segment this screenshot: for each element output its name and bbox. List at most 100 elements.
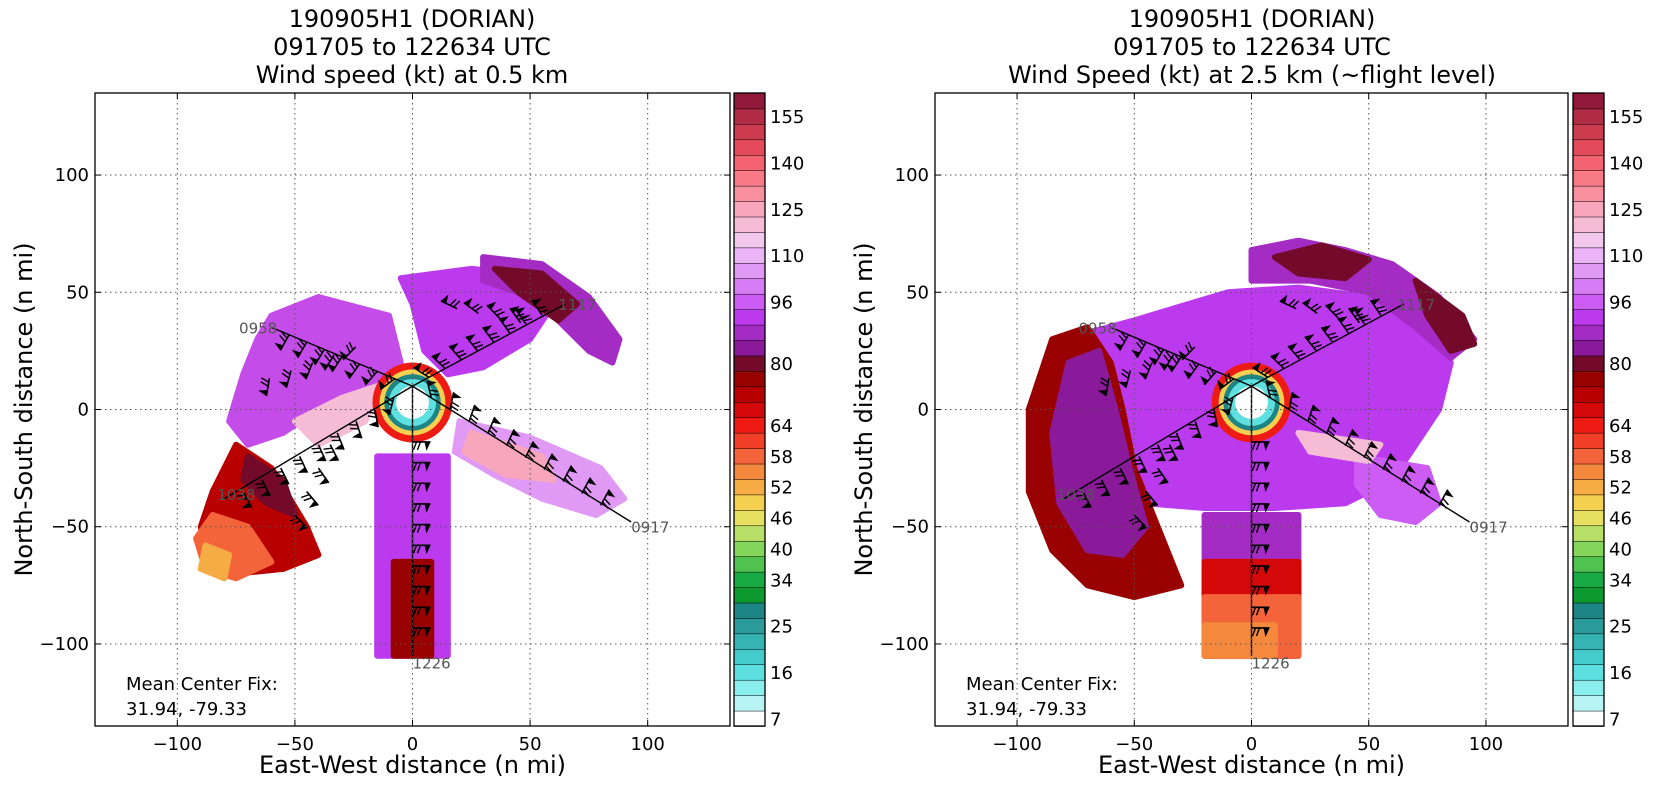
barb-feather: [1310, 341, 1320, 346]
colorbar-swatch: [733, 123, 766, 141]
wind-barb: [1400, 465, 1417, 485]
barb-staff: [265, 378, 271, 397]
barb-feather: [1142, 497, 1152, 502]
barb-feather: [1332, 308, 1341, 313]
barb-flag: [424, 462, 431, 472]
barb-feather: [1367, 450, 1374, 458]
barb-feather: [1308, 417, 1317, 425]
barb-feather: [1255, 441, 1261, 451]
wind-speed-shading: [1049, 347, 1149, 558]
barb-feather: [453, 300, 461, 308]
barb-feather: [303, 497, 313, 502]
barb-feather: [385, 375, 390, 384]
colorbar-swatch: [1572, 617, 1605, 635]
y-axis-label: North-South distance (n mi): [850, 242, 878, 576]
colorbar-swatch: [1572, 571, 1605, 588]
wind-barb: [514, 307, 533, 325]
colorbar-tick-label: 52: [770, 478, 793, 499]
barb-staff: [463, 302, 479, 315]
wind-barb: [378, 372, 396, 391]
barb-feather: [412, 503, 418, 513]
barb-feather: [311, 447, 321, 450]
x-tick-label: −100: [153, 734, 202, 755]
barb-feather: [274, 470, 283, 474]
barb-feather: [282, 368, 291, 375]
barb-feather: [412, 545, 418, 554]
barb-flag: [1325, 301, 1335, 310]
colorbar-swatch: [733, 525, 766, 542]
barb-feather: [345, 344, 351, 353]
barb-flag: [492, 417, 502, 425]
barb-feather: [1251, 565, 1257, 575]
colorbar-swatch: [733, 200, 766, 218]
barb-flag: [532, 298, 542, 306]
colorbar-tick-label: 34: [1609, 570, 1632, 591]
barb-feather: [412, 586, 418, 595]
y-tick-label: 100: [895, 165, 929, 186]
wind-barb: [339, 341, 357, 361]
barb-feather: [1128, 517, 1138, 522]
barb-feather: [326, 351, 333, 359]
x-tick-label: −100: [992, 734, 1041, 755]
barb-flag: [463, 297, 473, 307]
x-tick-label: 50: [1357, 734, 1380, 755]
barb-feather: [1223, 400, 1232, 407]
barb-staff: [364, 370, 378, 386]
barb-staff: [324, 354, 335, 371]
colorbar-swatch: [1572, 586, 1605, 604]
barb-feather: [472, 341, 481, 346]
barb-feather: [493, 308, 503, 313]
barb-feather: [416, 503, 422, 513]
wind-barb: [1158, 351, 1175, 371]
barb-feather: [1263, 369, 1272, 376]
wind-barb: [367, 409, 379, 428]
barb-staff: [524, 441, 535, 459]
barb-flag: [258, 390, 268, 396]
barb-feather: [1255, 607, 1261, 616]
barb-feather: [1142, 363, 1150, 371]
barb-feather: [325, 451, 334, 454]
wind-barb: [1165, 352, 1182, 373]
colorbar-swatch: [1572, 169, 1605, 187]
barb-feather: [429, 389, 439, 392]
barb-feather: [384, 400, 393, 407]
barb-feather: [1184, 344, 1190, 353]
barb-flag: [1138, 372, 1148, 380]
wind-barb: [1270, 352, 1289, 369]
barb-flag: [1207, 421, 1218, 428]
barb-feather: [255, 482, 264, 486]
mean-center-fix-note: Mean Center Fix:: [126, 674, 278, 695]
colorbar-swatch: [1572, 216, 1605, 233]
barb-feather: [1136, 342, 1143, 350]
barb-flag: [1165, 363, 1175, 372]
barb-feather: [521, 314, 530, 319]
barb-flag: [1263, 607, 1270, 617]
colorbar-swatch: [1572, 540, 1605, 557]
chart-title-line: Wind speed (kt) at 0.5 km: [256, 61, 569, 89]
barb-flag: [291, 349, 301, 358]
wind-speed-shading: [1354, 453, 1443, 525]
barb-feather: [316, 345, 323, 354]
wind-barb: [1251, 606, 1270, 617]
wind-barb: [1094, 479, 1111, 497]
barb-feather: [1309, 413, 1318, 421]
barb-feather: [289, 517, 298, 522]
barb-feather: [412, 607, 418, 616]
barb-feather: [1150, 447, 1160, 450]
barb-flag: [424, 565, 431, 575]
barb-staff: [297, 341, 308, 359]
barb-feather: [1115, 474, 1124, 477]
barb-feather: [471, 303, 480, 310]
barb-feather: [1133, 462, 1143, 466]
wind-barb: [1113, 331, 1130, 351]
barb-feather: [416, 441, 422, 451]
wind-barb: [1337, 316, 1355, 334]
barb-flag: [1136, 467, 1147, 473]
wind-barb: [1097, 377, 1110, 397]
colorbar-swatch: [1572, 432, 1605, 449]
colorbar: 7 16 25 34 40 46 52 58 64 80 96 110 125 140 155: [733, 92, 804, 730]
barb-feather: [1260, 367, 1269, 374]
barb-staff: [1400, 465, 1411, 482]
barb-flag: [298, 372, 309, 380]
wind-barb: [1438, 489, 1454, 509]
